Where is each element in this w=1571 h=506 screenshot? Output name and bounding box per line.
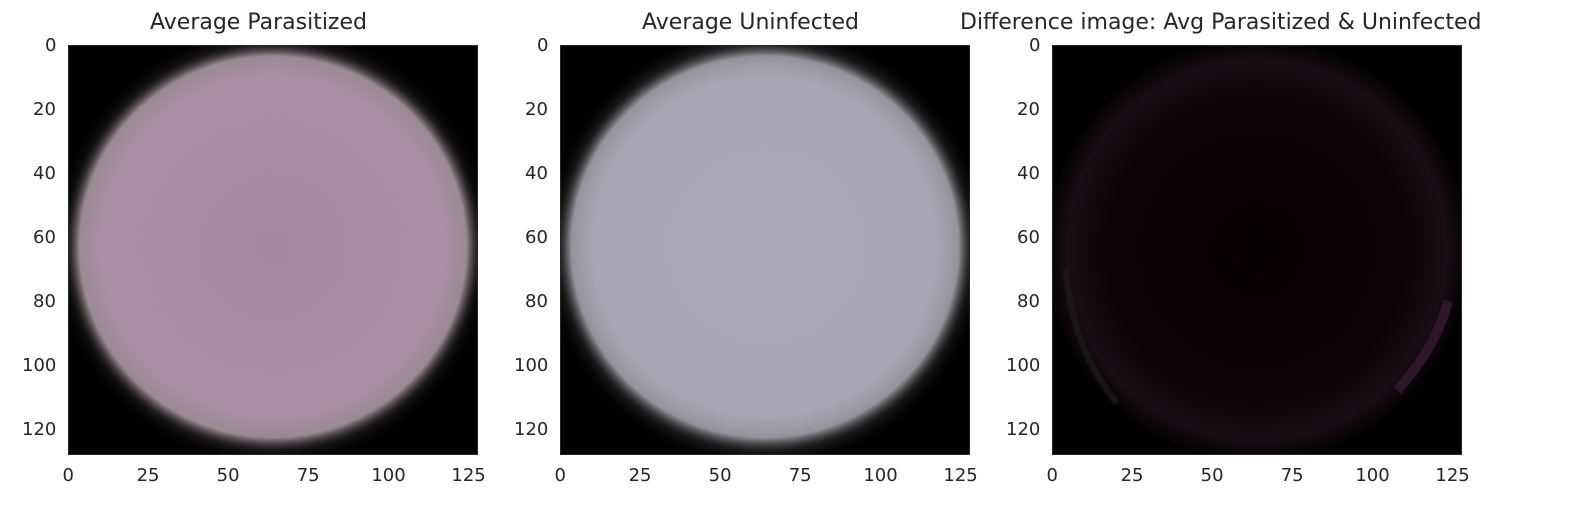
y-tick-label: 120: [1006, 418, 1041, 440]
y-tick-label: 0: [45, 34, 57, 56]
y-tick-label: 100: [22, 354, 57, 376]
y-tick-label: 60: [33, 226, 56, 248]
chart-panel-average-uninfected: Average Uninfected 0 25 50 75 100 125 0 20 4: [492, 0, 1012, 506]
x-tick-label: 50: [708, 465, 732, 486]
x-tick-label: 50: [1200, 465, 1224, 486]
y-tick-label: 40: [33, 162, 56, 184]
y-tick-label: 20: [1017, 98, 1040, 120]
x-tick-label: 0: [1046, 465, 1058, 486]
x-tick-label: 100: [371, 465, 406, 486]
y-tick-label: 80: [525, 290, 548, 312]
x-tick-label: 100: [1355, 465, 1390, 486]
x-tick-label: 75: [296, 465, 320, 486]
y-tick-label: 60: [525, 226, 548, 248]
x-tick-label: 125: [943, 465, 978, 486]
y-tick-label: 80: [1017, 290, 1040, 312]
y-tick-label: 100: [1006, 354, 1041, 376]
y-tick-label: 20: [525, 98, 548, 120]
x-tick-label: 75: [788, 465, 812, 486]
x-tick-label: 125: [451, 465, 486, 486]
x-tick-label: 125: [1435, 465, 1470, 486]
x-tick-label: 0: [62, 465, 74, 486]
plot-area: [560, 45, 970, 455]
x-tick-label: 25: [1120, 465, 1144, 486]
chart-title: Average Uninfected: [642, 10, 859, 35]
plot-area: [1052, 45, 1462, 455]
y-tick-label: 0: [1029, 34, 1041, 56]
x-tick-label: 50: [216, 465, 240, 486]
average-uninfected-image: [561, 46, 969, 454]
chart-panel-difference-image: Difference image: Avg Parasitized & Unin…: [960, 0, 1504, 506]
x-tick-label: 25: [136, 465, 160, 486]
chart-panel-average-parasitized: Average Parasitized 0 25 50 75 100 125 0 20: [0, 0, 520, 506]
x-tick-label: 25: [628, 465, 652, 486]
y-tick-label: 60: [1017, 226, 1040, 248]
chart-title: Difference image: Avg Parasitized & Unin…: [960, 10, 1482, 35]
y-tick-label: 0: [537, 34, 549, 56]
y-tick-label: 20: [33, 98, 56, 120]
y-tick-label: 100: [514, 354, 549, 376]
x-tick-label: 100: [863, 465, 898, 486]
y-tick-label: 40: [525, 162, 548, 184]
y-tick-label: 40: [1017, 162, 1040, 184]
x-tick-label: 75: [1280, 465, 1304, 486]
average-parasitized-image: [69, 46, 477, 454]
plot-area: [68, 45, 478, 455]
y-tick-label: 120: [514, 418, 549, 440]
chart-title: Average Parasitized: [150, 10, 367, 35]
x-tick-label: 0: [554, 465, 566, 486]
y-tick-label: 120: [22, 418, 57, 440]
y-tick-label: 80: [33, 290, 56, 312]
difference-image: [1053, 46, 1461, 454]
